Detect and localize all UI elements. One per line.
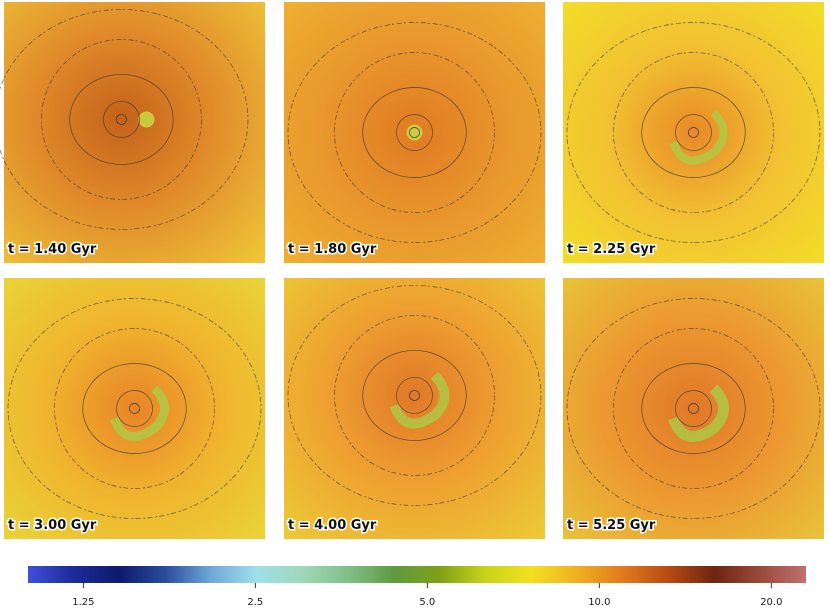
contour	[613, 328, 774, 489]
contour	[396, 114, 433, 151]
panel-label: t = 1.80 Gyr	[288, 242, 377, 257]
panel-image	[563, 2, 824, 263]
contour	[0, 9, 249, 230]
panel-image	[284, 278, 545, 539]
spiral-arm	[389, 371, 450, 429]
spiral-arm	[669, 109, 728, 165]
panel-label: t = 1.40 Gyr	[8, 242, 97, 257]
contour	[54, 328, 215, 489]
contour	[103, 101, 140, 138]
core	[138, 111, 155, 128]
panel: t = 2.25 Gyr	[563, 2, 824, 263]
contour	[334, 315, 495, 476]
colorbar-tick-label: 10.0	[588, 597, 610, 608]
panel-label: t = 5.25 Gyr	[567, 518, 656, 533]
contour	[69, 74, 174, 165]
contour	[566, 298, 821, 519]
contour	[287, 22, 542, 243]
colorbar-tick-label: 20.0	[760, 597, 782, 608]
contour	[116, 390, 153, 427]
panel: t = 3.00 Gyr	[4, 278, 265, 539]
contour	[566, 22, 821, 243]
spiral-arm	[668, 384, 729, 442]
contour	[641, 363, 746, 454]
contour	[7, 298, 262, 519]
contour	[409, 127, 420, 138]
spiral-arm	[110, 385, 169, 441]
panel-label: t = 3.00 Gyr	[8, 518, 97, 533]
contour	[688, 127, 699, 138]
colorbar-tick-label: 5.0	[419, 597, 435, 608]
colorbar	[28, 566, 806, 583]
panel-label: t = 2.25 Gyr	[567, 242, 656, 257]
colorbar-tick-label: 1.25	[72, 597, 94, 608]
contour	[688, 403, 699, 414]
contour	[334, 52, 495, 213]
contour	[613, 52, 774, 213]
contour	[641, 87, 746, 178]
contour	[409, 390, 420, 401]
core	[406, 124, 423, 141]
colorbar-tick-label: 2.5	[247, 597, 263, 608]
contour	[675, 114, 712, 151]
panel: t = 4.00 Gyr	[284, 278, 545, 539]
contour	[82, 363, 187, 454]
panel-label: t = 4.00 Gyr	[288, 518, 377, 533]
contour	[362, 87, 467, 178]
panel: t = 1.80 Gyr	[284, 2, 545, 263]
panel: t = 1.40 Gyr	[0, 2, 265, 263]
contour	[116, 114, 127, 125]
panel: t = 5.25 Gyr	[563, 278, 824, 539]
contour	[362, 350, 467, 441]
panel-image	[563, 278, 824, 539]
contour	[396, 377, 433, 414]
panel-image	[4, 278, 265, 539]
contour	[41, 39, 202, 200]
contour	[287, 285, 542, 506]
contour	[129, 403, 140, 414]
panel-image	[4, 2, 265, 263]
contour	[675, 390, 712, 427]
